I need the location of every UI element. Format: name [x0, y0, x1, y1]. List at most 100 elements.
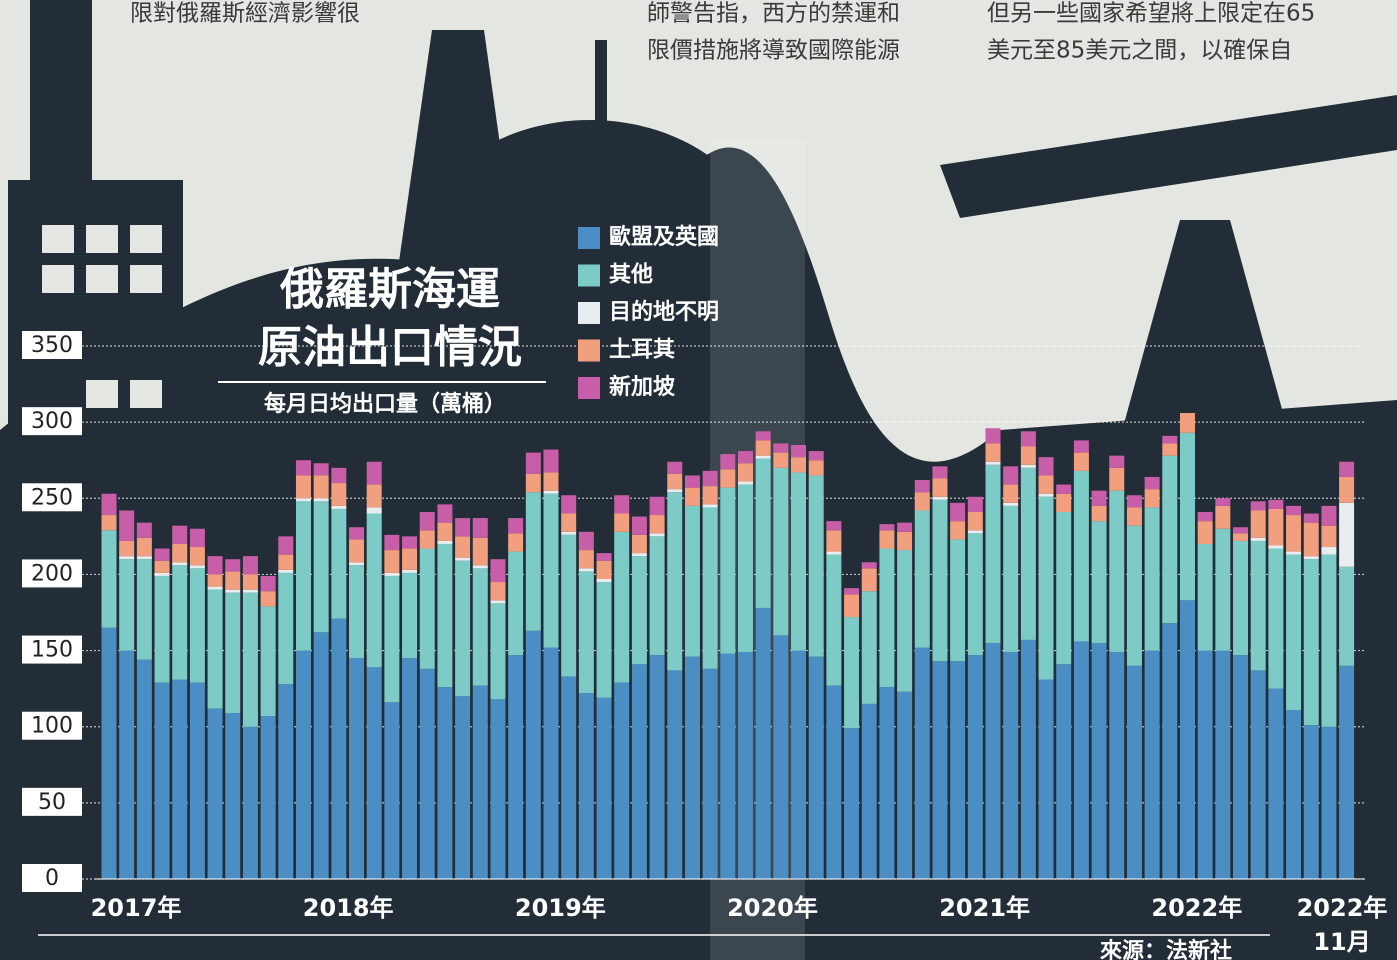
bar-segment — [950, 521, 965, 539]
bar-segment — [455, 518, 470, 536]
bar-segment — [278, 684, 293, 879]
bar-segment — [314, 463, 329, 475]
legend-label: 歐盟及英國 — [609, 224, 719, 250]
bar-segment — [1268, 545, 1283, 548]
bar-segment — [756, 440, 771, 455]
bar-segment — [809, 460, 824, 475]
bar-segment — [544, 491, 559, 494]
bar-segment — [1092, 491, 1107, 506]
bar-segment — [1321, 727, 1336, 879]
bar-segment — [1092, 521, 1107, 643]
bar-segment — [243, 574, 258, 589]
x-tick-label-line: 2022年 — [1297, 894, 1388, 922]
bar-segment — [420, 669, 435, 879]
bar-segment — [402, 573, 417, 658]
bar-segment — [225, 571, 240, 589]
bar-segment — [614, 495, 629, 513]
bar-segment — [667, 670, 682, 879]
legend-label: 其他 — [609, 263, 653, 288]
bar-segment — [597, 561, 612, 579]
bar-segment — [1180, 433, 1195, 601]
bar-segment — [367, 462, 382, 485]
bar-segment — [243, 590, 258, 593]
bar-segment — [950, 661, 965, 879]
bar-segment — [632, 517, 647, 535]
bar-segment — [1198, 544, 1213, 651]
bar-segment — [1215, 506, 1230, 529]
bar-segment — [756, 608, 771, 879]
bar-segment — [261, 606, 276, 716]
bar-segment — [137, 556, 152, 559]
bar-segment — [1039, 457, 1054, 475]
bar-segment — [1127, 507, 1142, 525]
bar-segment — [155, 561, 170, 573]
bar-segment — [1321, 526, 1336, 547]
bar-segment — [473, 686, 488, 879]
bar-segment — [561, 535, 576, 677]
y-tick-label: 200 — [31, 561, 73, 586]
bar-segment — [720, 488, 735, 654]
x-tick-label: 2018年 — [303, 894, 394, 922]
bar-segment — [826, 521, 841, 530]
bar-segment — [1145, 507, 1160, 650]
bar-segment — [579, 532, 594, 550]
bar-segment — [1251, 541, 1266, 670]
bar-segment — [1003, 466, 1018, 484]
bar-segment — [544, 494, 559, 648]
bar-segment — [826, 555, 841, 686]
bar-segment — [561, 495, 576, 513]
bar-segment — [331, 506, 346, 509]
bar-segment — [119, 556, 134, 559]
bar-segment — [915, 492, 930, 510]
source: 來源：法新社 — [1100, 938, 1232, 960]
article-text: 限價措施將導致國際能源 — [647, 38, 900, 64]
bar-segment — [172, 562, 187, 565]
x-tick-label-line: 11月 — [1313, 928, 1370, 956]
bar-segment — [897, 523, 912, 532]
bar-segment — [844, 728, 859, 879]
bar-segment — [667, 489, 682, 492]
bar-segment — [791, 472, 806, 650]
bar-segment — [473, 565, 488, 568]
bar-segment — [1339, 462, 1354, 477]
bar-segment — [384, 535, 399, 550]
y-tick-label: 0 — [45, 866, 59, 891]
bar-segment — [190, 683, 205, 879]
bar-segment — [278, 570, 293, 573]
bar-segment — [261, 716, 276, 879]
bar-segment — [1321, 506, 1336, 526]
bar-segment — [349, 562, 364, 565]
bar-segment — [579, 550, 594, 568]
bar-segment — [243, 556, 258, 574]
bar-segment — [1198, 521, 1213, 544]
bar-segment — [932, 497, 947, 500]
bar-segment — [1109, 652, 1124, 879]
bar-segment — [738, 451, 753, 463]
legend-swatch — [578, 227, 600, 249]
bar-segment — [544, 472, 559, 490]
bar-segment — [968, 533, 983, 655]
bar-segment — [1180, 413, 1195, 433]
bar-segment — [1339, 503, 1354, 567]
bar-segment — [508, 552, 523, 656]
bar-segment — [490, 699, 505, 879]
bar-segment — [844, 594, 859, 617]
bar-segment — [561, 514, 576, 532]
bar-segment — [844, 588, 859, 594]
bar-segment — [296, 460, 311, 475]
bar-segment — [632, 664, 647, 879]
bar-segment — [597, 579, 612, 582]
bar-segment — [1145, 477, 1160, 489]
bar-segment — [384, 702, 399, 879]
bar-segment — [402, 570, 417, 573]
bar-segment — [208, 590, 223, 709]
bar-segment — [331, 483, 346, 506]
bar-segment — [915, 480, 930, 492]
bar-segment — [225, 593, 240, 713]
bar-segment — [1074, 440, 1089, 452]
bar-segment — [455, 558, 470, 561]
bar-segment — [703, 669, 718, 879]
bar-segment — [1074, 453, 1089, 471]
bar-segment — [561, 676, 576, 879]
bar-segment — [826, 552, 841, 555]
